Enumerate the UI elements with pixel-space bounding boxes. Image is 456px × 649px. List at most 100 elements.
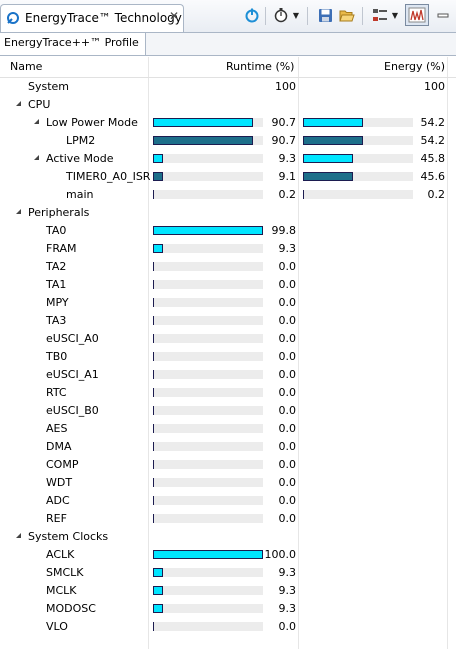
energy-bar-fill — [303, 172, 353, 181]
row-label: FRAM — [46, 242, 77, 255]
save-icon[interactable] — [315, 4, 335, 26]
runtime-bar — [153, 226, 263, 235]
row-label: Active Mode — [46, 152, 114, 165]
table-row[interactable]: RTC 0.0 — [0, 384, 456, 402]
table-row[interactable]: System 100 100 — [0, 78, 456, 96]
view-tab-title: EnergyTrace™ Technology — [25, 11, 182, 25]
energy-bar — [303, 136, 413, 145]
row-label: TA0 — [46, 224, 67, 237]
open-folder-icon[interactable] — [337, 4, 357, 26]
table-row[interactable]: TA2 0.0 — [0, 258, 456, 276]
table-row[interactable]: eUSCI_B0 0.0 — [0, 402, 456, 420]
runtime-bar — [153, 352, 263, 361]
row-label: TIMER0_A0_ISR — [66, 170, 151, 183]
column-separator[interactable] — [298, 57, 299, 649]
table-row[interactable]: SMCLK 9.3 — [0, 564, 456, 582]
runtime-bar — [153, 388, 263, 397]
power-icon[interactable] — [242, 4, 262, 26]
stopwatch-icon[interactable] — [271, 4, 291, 26]
runtime-bar-fill — [153, 550, 263, 559]
table-row[interactable]: AES 0.0 — [0, 420, 456, 438]
close-icon[interactable]: ✕ — [169, 9, 180, 23]
table-row[interactable]: TA3 0.0 — [0, 312, 456, 330]
runtime-value: 9.1 — [278, 170, 297, 183]
expand-toggle-icon[interactable] — [16, 209, 21, 214]
table-row[interactable]: TA1 0.0 — [0, 276, 456, 294]
energy-bar-fill — [303, 118, 363, 127]
expand-toggle-icon[interactable] — [16, 101, 21, 106]
table-row[interactable]: MPY 0.0 — [0, 294, 456, 312]
table-row[interactable]: FRAM 9.3 — [0, 240, 456, 258]
runtime-bar-fill — [153, 622, 154, 631]
runtime-bar-fill — [153, 388, 154, 397]
runtime-bar — [153, 604, 263, 613]
column-header-name[interactable]: Name — [10, 60, 43, 73]
table-row[interactable]: ADC 0.0 — [0, 492, 456, 510]
column-separator[interactable] — [447, 57, 448, 649]
runtime-bar — [153, 244, 263, 253]
table-row[interactable]: WDT 0.0 — [0, 474, 456, 492]
table-row[interactable]: REF 0.0 — [0, 510, 456, 528]
table-row[interactable]: eUSCI_A1 0.0 — [0, 366, 456, 384]
row-label: Peripherals — [28, 206, 90, 219]
table-row[interactable]: VLO 0.0 — [0, 618, 456, 636]
table-row[interactable]: main 0.2 0.2 — [0, 186, 456, 204]
table-row[interactable]: LPM2 90.7 54.2 — [0, 132, 456, 150]
runtime-value: 0.0 — [278, 296, 297, 309]
table-row[interactable]: CPU — [0, 96, 456, 114]
energy-bar-fill — [303, 154, 353, 163]
runtime-bar-fill — [153, 568, 163, 577]
row-label: TA2 — [46, 260, 67, 273]
row-label: eUSCI_A0 — [46, 332, 99, 345]
table-row[interactable]: eUSCI_A0 0.0 — [0, 330, 456, 348]
energytrace-chart-icon[interactable] — [405, 4, 429, 26]
runtime-value: 9.3 — [278, 152, 297, 165]
row-label: MCLK — [46, 584, 77, 597]
row-label: ADC — [46, 494, 70, 507]
column-header-runtime[interactable]: Runtime (%) — [226, 60, 295, 73]
runtime-value: 0.0 — [278, 620, 297, 633]
table-row[interactable]: System Clocks — [0, 528, 456, 546]
runtime-bar-fill — [153, 478, 154, 487]
row-label: eUSCI_B0 — [46, 404, 99, 417]
row-label: TA1 — [46, 278, 67, 291]
runtime-value: 0.0 — [278, 350, 297, 363]
runtime-bar — [153, 136, 263, 145]
expand-toggle-icon[interactable] — [34, 119, 39, 124]
table-row[interactable]: MCLK 9.3 — [0, 582, 456, 600]
duration-dropdown-arrow[interactable]: ▼ — [292, 10, 300, 20]
table-row[interactable]: Peripherals — [0, 204, 456, 222]
expand-toggle-icon[interactable] — [34, 155, 39, 160]
runtime-bar-fill — [153, 280, 154, 289]
view-tab-energytrace[interactable]: EnergyTrace™ Technology ✕ — [0, 4, 184, 32]
minimize-icon[interactable] — [433, 4, 453, 26]
runtime-bar-fill — [153, 460, 154, 469]
column-separator[interactable] — [148, 57, 149, 649]
runtime-bar — [153, 460, 263, 469]
tab-energytrace-profile[interactable]: EnergyTrace++™ Profile — [0, 33, 146, 55]
table-row[interactable]: Active Mode 9.3 45.8 — [0, 150, 456, 168]
energy-value: 45.6 — [420, 170, 446, 183]
table-row[interactable]: TA0 99.8 — [0, 222, 456, 240]
runtime-bar — [153, 586, 263, 595]
table-row[interactable]: MODOSC 9.3 — [0, 600, 456, 618]
runtime-bar — [153, 334, 263, 343]
table-row[interactable]: Low Power Mode 90.7 54.2 — [0, 114, 456, 132]
row-label: COMP — [46, 458, 79, 471]
runtime-bar-fill — [153, 604, 163, 613]
layout-icon[interactable] — [370, 4, 390, 26]
table-body: System 100 100 CPU Low Power Mode 90.7 54.2 LPM… — [0, 78, 456, 636]
runtime-bar — [153, 424, 263, 433]
table-row[interactable]: ACLK 100.0 — [0, 546, 456, 564]
row-label: MODOSC — [46, 602, 96, 615]
table-row[interactable]: DMA 0.0 — [0, 438, 456, 456]
layout-dropdown-arrow[interactable]: ▼ — [391, 10, 399, 20]
table-row[interactable]: TIMER0_A0_ISR 9.1 45.6 — [0, 168, 456, 186]
energy-value: 54.2 — [420, 116, 446, 129]
runtime-bar — [153, 172, 263, 181]
column-header-energy[interactable]: Energy (%) — [384, 60, 446, 73]
table-row[interactable]: COMP 0.0 — [0, 456, 456, 474]
expand-toggle-icon[interactable] — [16, 533, 21, 538]
runtime-value: 100.0 — [264, 548, 297, 561]
table-row[interactable]: TB0 0.0 — [0, 348, 456, 366]
